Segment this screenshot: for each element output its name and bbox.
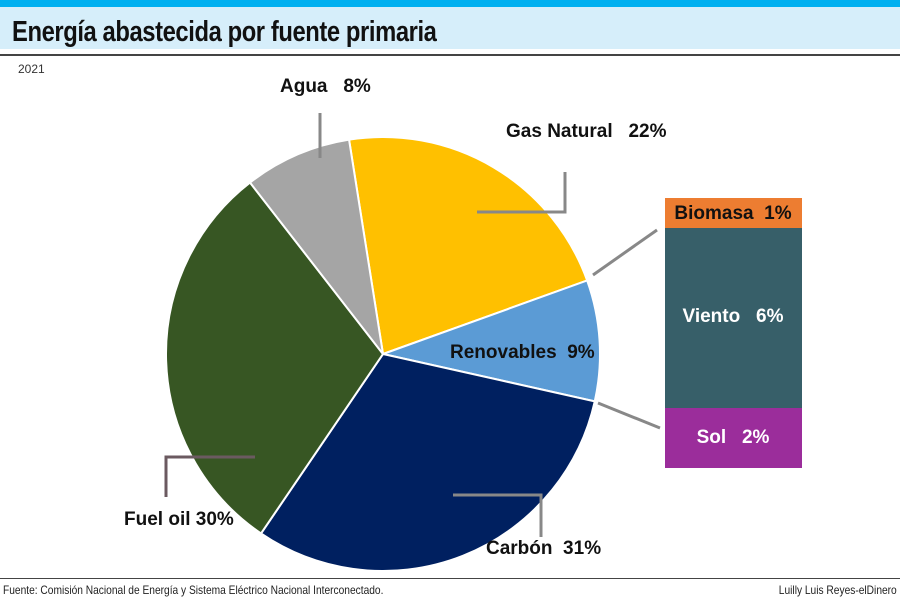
bar-segment-viento — [665, 228, 802, 408]
label-gas: Gas Natural 22% — [506, 121, 667, 142]
source-note: Fuente: Comisión Nacional de Energía y S… — [3, 583, 384, 597]
divider — [0, 54, 900, 56]
bar-segment-biomasa — [665, 198, 802, 228]
connector-bottom — [597, 401, 661, 430]
divider — [0, 578, 900, 579]
top-accent-bar — [0, 0, 900, 7]
label-biomasa: Biomasa 1% — [674, 203, 791, 224]
label-renovables: Renovables 9% — [450, 342, 595, 363]
label-carbon: Carbón 31% — [486, 538, 601, 559]
bar-segment-sol — [665, 408, 802, 468]
connector-top — [592, 228, 658, 277]
chart-subtitle: 2021 — [18, 62, 45, 76]
chart-title: Energía abastecida por fuente primaria — [12, 16, 437, 48]
credit-note: Luilly Luis Reyes-elDinero — [779, 583, 897, 597]
pie-slice-fuel-oil — [165, 181, 385, 535]
pie-slice-carb-n — [259, 352, 596, 572]
leader-carbon — [453, 493, 543, 537]
pie-slice-agua — [248, 138, 384, 355]
pie-slice-gas-natural — [347, 136, 589, 356]
label-agua: Agua 8% — [280, 76, 371, 97]
label-sol: Sol 2% — [697, 427, 770, 448]
leader-fuel — [164, 455, 255, 497]
title-bar: Energía abastecida por fuente primaria — [0, 7, 900, 49]
label-viento: Viento 6% — [682, 306, 783, 327]
pie-slice-renovables — [379, 279, 601, 403]
label-fuel-oil: Fuel oil 30% — [124, 509, 234, 530]
leader-gas — [477, 172, 567, 214]
